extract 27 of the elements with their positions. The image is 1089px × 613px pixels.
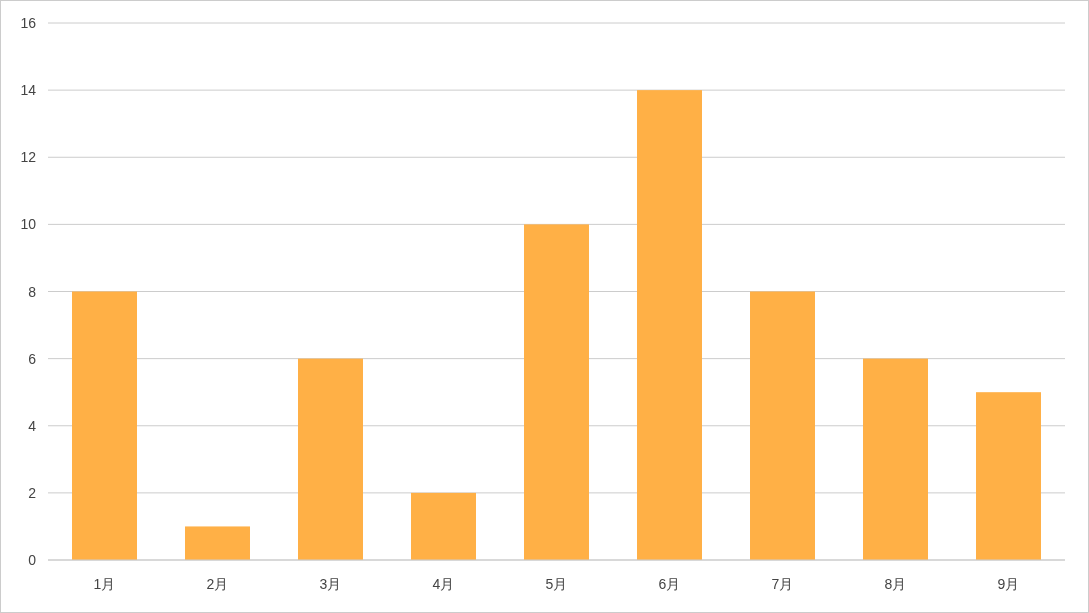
x-tick-label: 3月 [319,576,342,592]
y-tick-label: 4 [28,417,37,434]
x-tick-label: 1月 [93,576,116,592]
x-tick-label: 5月 [545,576,568,592]
bar [637,90,702,560]
bar [298,358,363,560]
x-tick-label: 2月 [206,576,229,592]
bar [750,291,815,560]
x-tick-label: 8月 [884,576,907,592]
x-tick-label: 9月 [997,576,1020,592]
bar [185,526,250,560]
y-tick-label: 10 [20,216,37,233]
bar [72,291,137,560]
y-tick-label: 8 [28,283,37,300]
y-tick-label: 2 [28,484,37,501]
bar [524,224,589,560]
y-tick-label: 14 [20,82,37,99]
x-tick-label: 4月 [432,576,455,592]
bar [976,392,1041,560]
y-tick-label: 6 [28,350,37,367]
x-tick-label: 7月 [771,576,794,592]
bar [863,358,928,560]
y-tick-label: 0 [28,552,37,568]
x-tick-label: 6月 [658,576,681,592]
bar [411,492,476,560]
y-tick-label: 16 [20,15,37,31]
y-tick-label: 12 [20,149,37,166]
